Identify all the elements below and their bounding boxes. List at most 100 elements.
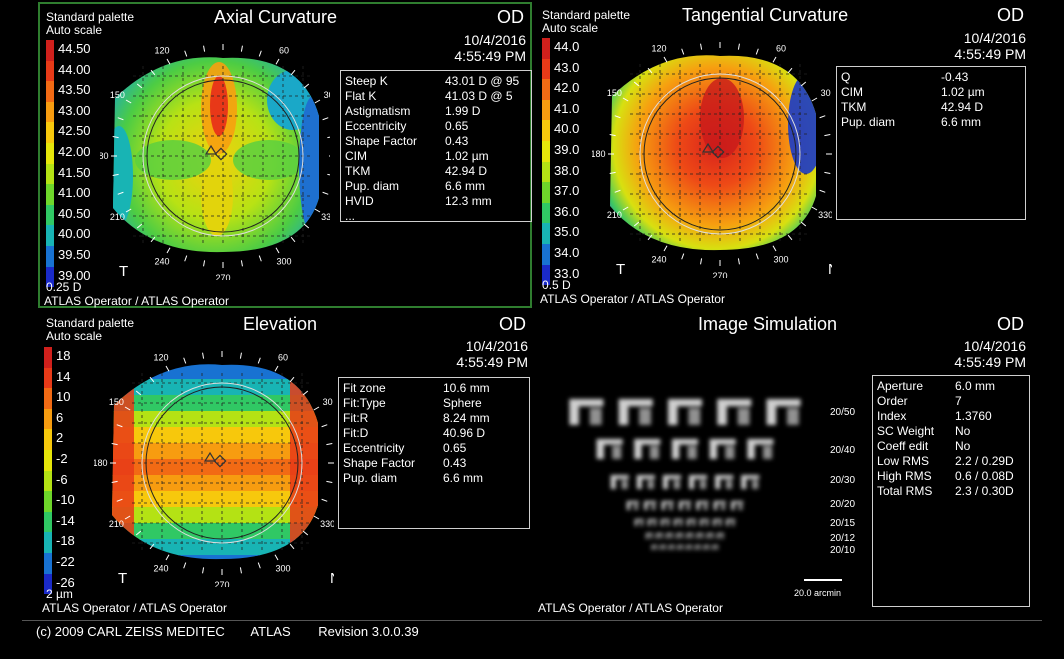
info-value: 2.3 / 0.30D xyxy=(955,484,1014,498)
info-value: 1.02 µm xyxy=(941,85,985,99)
info-value: 1.02 µm xyxy=(445,149,489,163)
scale-swatch xyxy=(542,58,550,80)
elevation-panel[interactable]: Standard palette Auto scale Elevation OD… xyxy=(38,311,532,617)
angle-label: 210 xyxy=(607,210,622,220)
info-row: Coeff edit No xyxy=(877,439,1025,454)
scale-row: -6 xyxy=(42,470,112,492)
angle-label: 330 xyxy=(320,519,334,529)
info-value: 0.65 xyxy=(443,441,467,455)
angle-label: 240 xyxy=(153,564,168,574)
info-row: Fit zone 10.6 mm xyxy=(343,381,525,396)
info-key: Total RMS xyxy=(877,484,933,498)
info-value: 41.03 D @ 5 xyxy=(445,89,513,103)
scale-value: -6 xyxy=(56,471,68,487)
scale-swatch xyxy=(46,142,54,164)
panel-title: Axial Curvature xyxy=(214,7,338,27)
acuity-row-label: 20/40 xyxy=(830,445,856,456)
scale-mode-label: Auto scale xyxy=(46,329,103,343)
scale-value: 41.00 xyxy=(58,185,91,201)
scale-value: 39.0 xyxy=(554,141,580,157)
color-scale: 44.50 44.00 43.50 43.00 42.50 42.00 41.50 41.00… xyxy=(44,40,114,288)
info-row: Aperture 6.0 mm xyxy=(877,379,1025,394)
scale-row: 37.0 xyxy=(540,182,610,203)
axial-curvature-panel[interactable]: Standard palette Auto scale Axial Curvat… xyxy=(38,2,532,308)
scale-value: -26 xyxy=(56,574,75,590)
elevation-map[interactable]: 9012060150301800210330240300270TN xyxy=(94,347,334,587)
palette-label: Standard palette xyxy=(542,8,631,22)
scale-row: 34.0 xyxy=(540,243,610,265)
scale-row: 39.00 xyxy=(44,266,114,288)
scale-row: 42.50 xyxy=(44,122,114,143)
angle-label: 180 xyxy=(592,149,606,159)
eye-label: OD xyxy=(997,314,1024,334)
info-value: Sphere xyxy=(443,396,482,410)
tangential-curvature-map[interactable]: 9012060150301800210330240300270TN xyxy=(592,38,832,278)
app-name: ATLAS xyxy=(250,624,291,639)
angle-label: 210 xyxy=(109,519,124,529)
info-value: 0.43 xyxy=(443,456,467,470)
scale-row: 43.50 xyxy=(44,81,114,102)
angle-label: 150 xyxy=(110,90,125,100)
info-value: 0.6 / 0.08D xyxy=(955,469,1014,483)
scale-value: -18 xyxy=(56,533,75,549)
scale-row: 18 xyxy=(42,347,112,368)
scale-swatch xyxy=(44,532,52,553)
info-row: Astigmatism 1.99 D xyxy=(345,104,527,119)
info-value: 42.94 D xyxy=(445,164,488,178)
axial-curvature-map[interactable]: 9012060150301800210330240300270TN xyxy=(100,40,330,280)
scale-value: 35.0 xyxy=(554,224,580,240)
info-value: 2.2 / 0.29D xyxy=(955,454,1014,468)
info-key: HVID xyxy=(345,194,374,208)
scale-value: -10 xyxy=(56,492,75,508)
info-key: SC Weight xyxy=(877,424,935,438)
acuity-row-label: 20/12 xyxy=(830,533,856,544)
info-row: High RMS 0.6 / 0.08D xyxy=(877,469,1025,484)
color-scale: 18 14 10 6 2 -2 -6 -10 -14 -18 -22 -26 xyxy=(42,347,112,595)
scale-value: 39.50 xyxy=(58,246,91,262)
info-value: No xyxy=(955,424,971,438)
tangential-curvature-panel[interactable]: Standard palette Auto scale Tangential C… xyxy=(536,2,1030,308)
scale-value: 43.50 xyxy=(58,82,91,98)
info-key: Low RMS xyxy=(877,454,930,468)
scale-value: 10 xyxy=(56,389,71,405)
info-value: 43.01 D @ 95 xyxy=(445,74,520,88)
scale-row: -2 xyxy=(42,449,112,471)
scale-swatch xyxy=(542,223,550,244)
angle-label: 150 xyxy=(109,397,124,407)
scale-value: -2 xyxy=(56,450,68,466)
scale-row: 41.0 xyxy=(540,99,610,121)
scale-row: 39.0 xyxy=(540,140,610,162)
simulated-acuity-chart xyxy=(569,399,801,550)
acuity-row-label: 20/10 xyxy=(830,545,856,556)
info-value: 0.65 xyxy=(445,119,469,133)
scale-swatch xyxy=(542,202,550,224)
exam-date: 10/4/2016 xyxy=(463,32,526,48)
color-scale: 44.0 43.0 42.0 41.0 40.0 39.0 38.0 37.0 36.0 35.0… xyxy=(540,38,610,286)
scale-mode-label: Auto scale xyxy=(542,21,599,35)
status-footer: (c) 2009 CARL ZEISS MEDITEC ATLAS Revisi… xyxy=(36,624,419,639)
info-key: Shape Factor xyxy=(345,134,418,148)
scale-value: 42.50 xyxy=(58,123,91,139)
scale-value: 18 xyxy=(56,348,71,363)
info-box: Steep K 43.01 D @ 95 Flat K 41.03 D @ 5 Asti… xyxy=(340,70,532,223)
operator-label: ATLAS Operator / ATLAS Operator xyxy=(42,601,227,615)
scale-value: 2 xyxy=(56,430,64,446)
info-row: Fit:R 8.24 mm xyxy=(343,411,525,426)
info-key: Astigmatism xyxy=(345,104,411,118)
scale-value: 41.0 xyxy=(554,100,580,116)
angle-label: 60 xyxy=(279,45,289,55)
info-row: Low RMS 2.2 / 0.29D xyxy=(877,454,1025,469)
scale-swatch xyxy=(44,470,52,492)
scale-row: 10 xyxy=(42,388,112,409)
scale-value: 6 xyxy=(56,409,64,425)
scale-value: 40.50 xyxy=(58,205,91,221)
scale-row: 38.0 xyxy=(540,161,610,183)
exam-time: 4:55:49 PM xyxy=(454,48,526,64)
info-key: Shape Factor xyxy=(343,456,416,470)
exam-time: 4:55:49 PM xyxy=(456,354,528,370)
info-box: Aperture 6.0 mm Order 7 Index 1.3760 SC Weight… xyxy=(872,375,1030,607)
image-simulation-panel[interactable]: Image Simulation OD 10/4/2016 4:55:49 PM… xyxy=(536,311,1030,617)
scale-swatch xyxy=(44,408,52,430)
scale-swatch xyxy=(46,101,54,123)
scale-swatch xyxy=(46,81,54,102)
